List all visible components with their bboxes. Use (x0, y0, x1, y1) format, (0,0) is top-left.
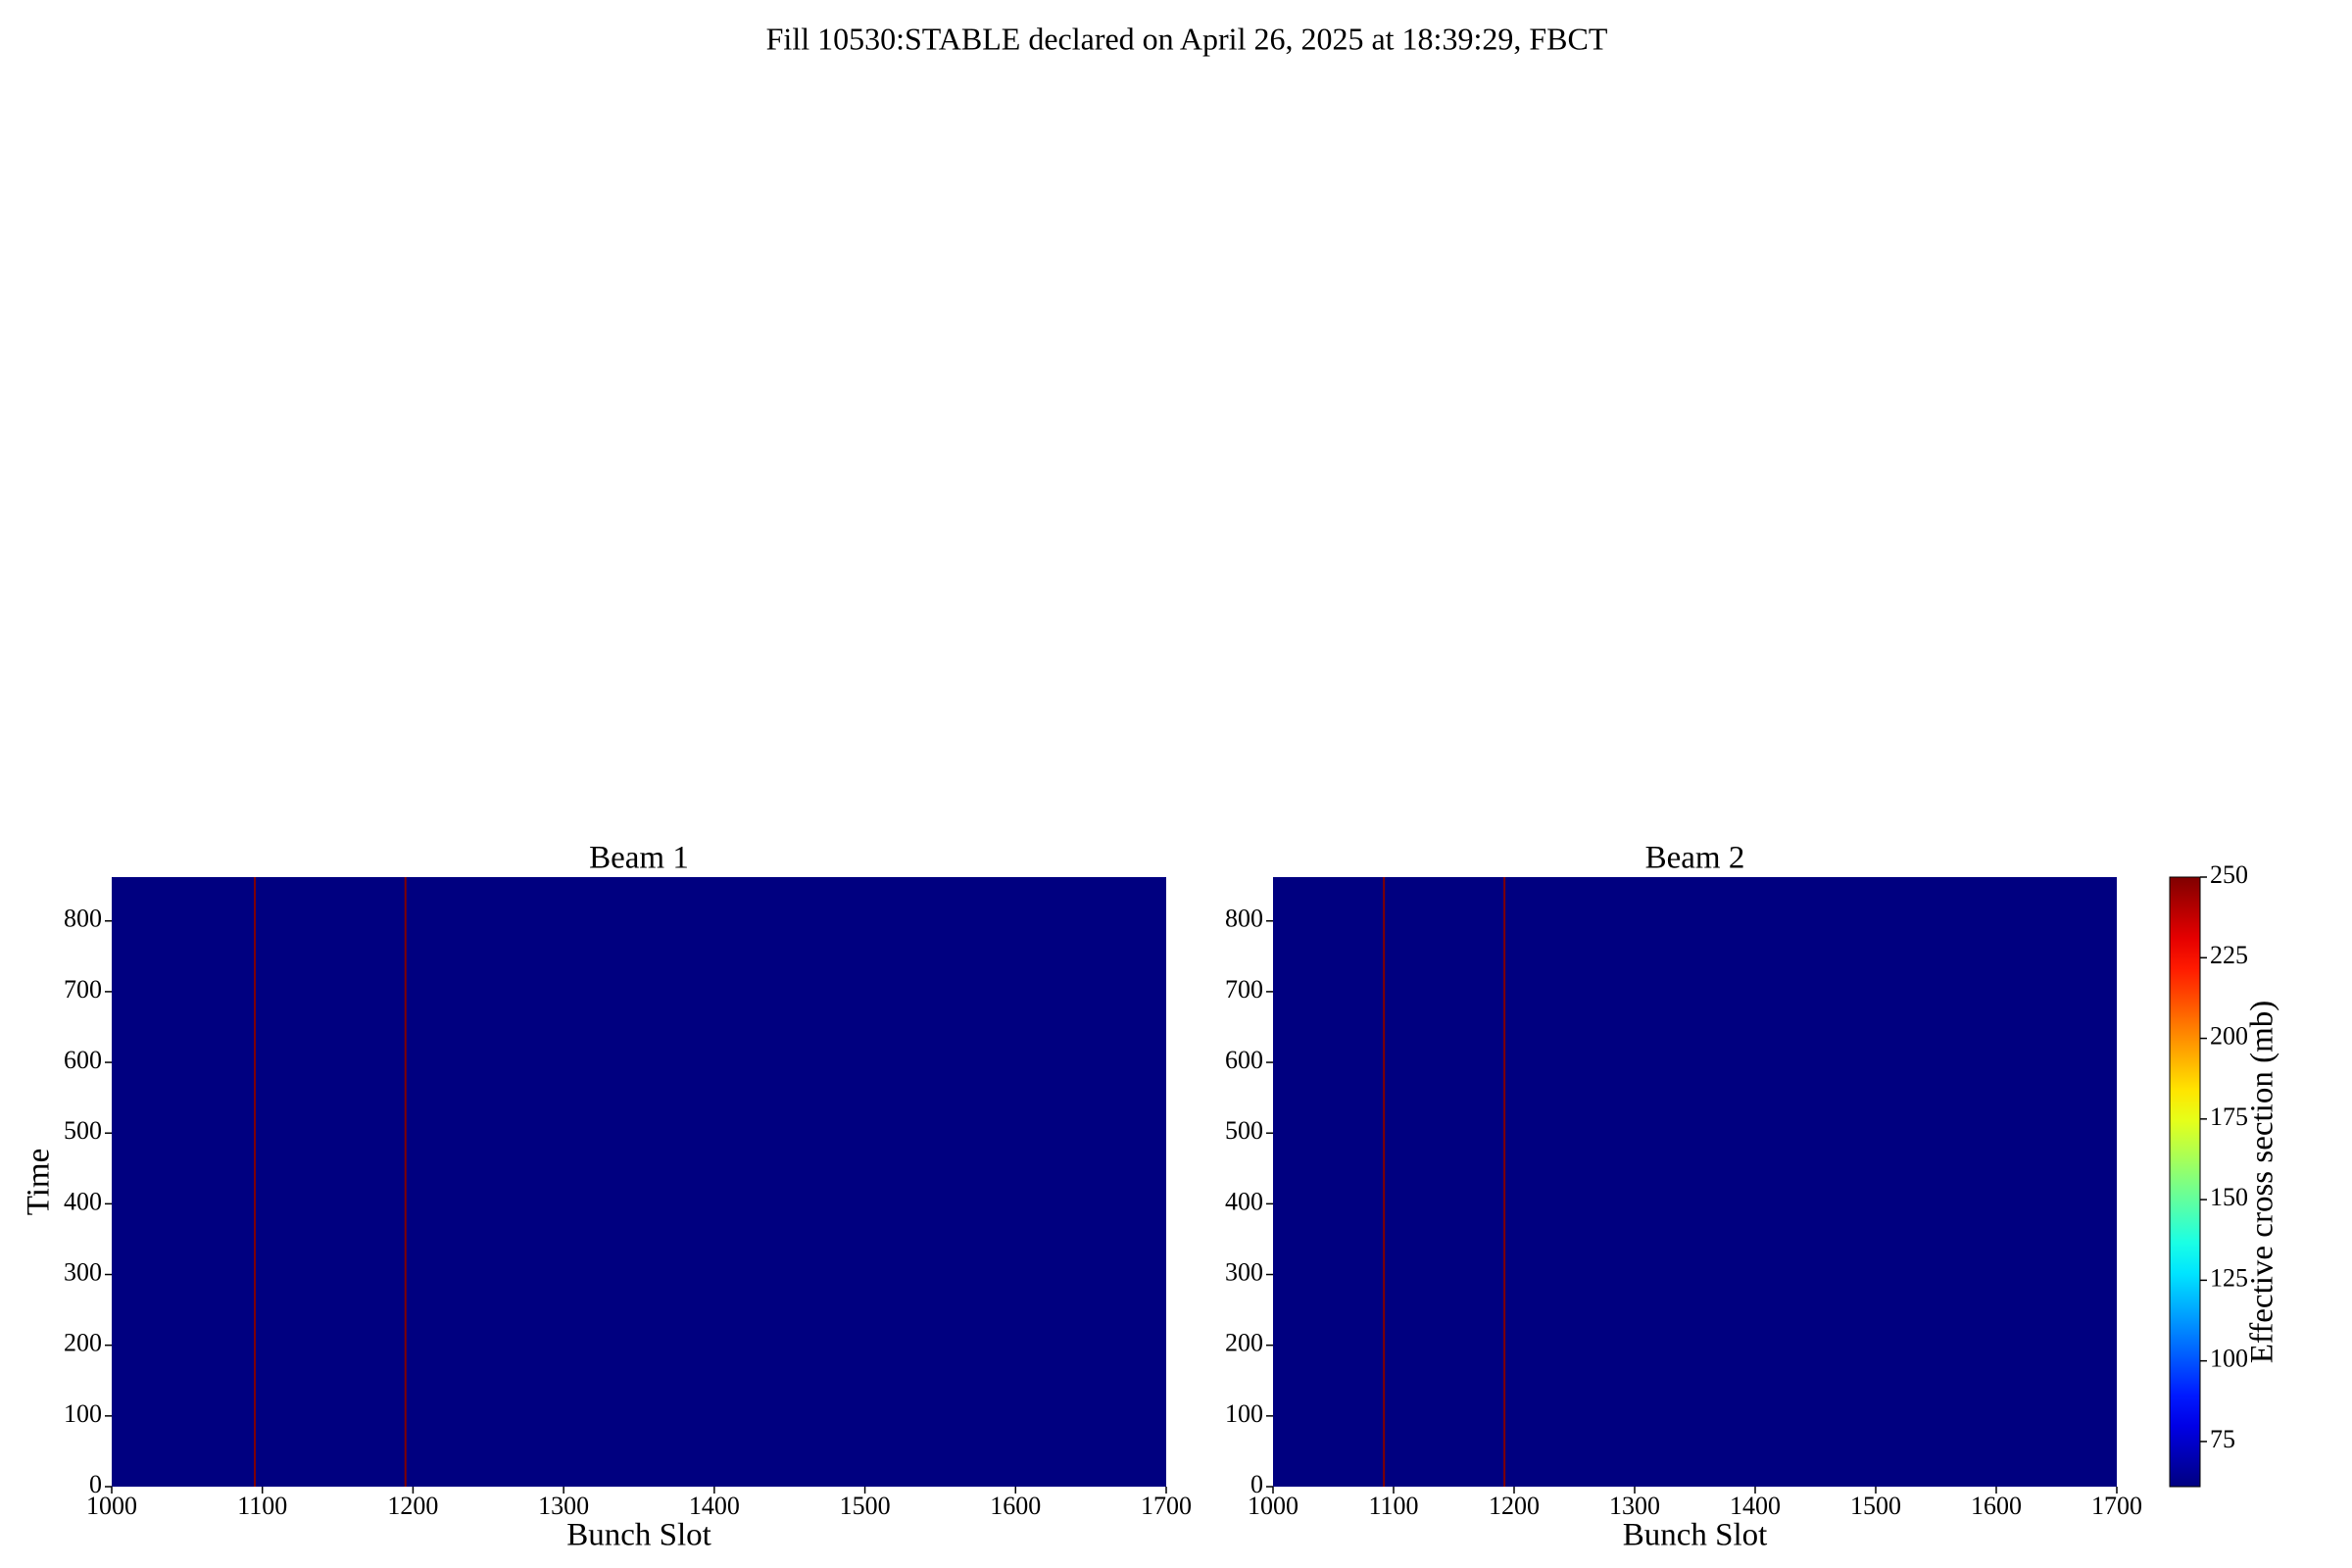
y-tick-label: 600 (1225, 1046, 1263, 1074)
x-tick-label: 1000 (86, 1492, 137, 1520)
colorbar-label: Effective cross section (mb) (2245, 1001, 2280, 1364)
x-axis-label: Bunch Slot (566, 1518, 711, 1553)
x-tick-label: 1500 (840, 1492, 891, 1520)
y-tick-label: 200 (1225, 1329, 1263, 1357)
heatmap-column (404, 877, 407, 1487)
colorbar-tick-label: 175 (2210, 1102, 2248, 1131)
colorbar-tick-label: 150 (2210, 1183, 2248, 1211)
y-tick-label: 600 (64, 1046, 102, 1074)
y-tick-label: 700 (1225, 975, 1263, 1004)
heatmap-background (1273, 877, 2117, 1487)
x-tick-label: 1200 (387, 1492, 438, 1520)
colorbar-tick-label: 225 (2210, 941, 2248, 969)
x-tick-label: 1100 (1368, 1492, 1418, 1520)
y-tick-label: 0 (1250, 1470, 1263, 1498)
y-tick-label: 400 (1225, 1187, 1263, 1215)
x-tick-label: 1000 (1248, 1492, 1298, 1520)
x-tick-label: 1700 (1141, 1492, 1192, 1520)
colorbar-tick-label: 75 (2210, 1425, 2235, 1453)
y-tick-label: 300 (1225, 1257, 1263, 1286)
x-axis-label: Bunch Slot (1623, 1518, 1768, 1553)
heatmap-column (1383, 877, 1386, 1487)
y-tick-label: 400 (64, 1187, 102, 1215)
colorbar-tick-label: 100 (2210, 1345, 2248, 1373)
y-tick-label: 500 (64, 1116, 102, 1145)
x-tick-label: 1400 (1730, 1492, 1781, 1520)
y-tick-label: 500 (1225, 1116, 1263, 1145)
x-tick-label: 1100 (237, 1492, 287, 1520)
x-tick-label: 1600 (990, 1492, 1041, 1520)
x-tick-label: 1700 (2091, 1492, 2142, 1520)
y-axis-label: Time (22, 1149, 57, 1215)
heatmap-column (1503, 877, 1506, 1487)
x-tick-label: 1600 (1971, 1492, 2022, 1520)
y-tick-label: 700 (64, 975, 102, 1004)
figure-title: Fill 10530:STABLE declared on April 26, … (766, 21, 1608, 56)
y-tick-label: 200 (64, 1329, 102, 1357)
y-tick-label: 800 (64, 905, 102, 933)
x-tick-label: 1300 (538, 1492, 589, 1520)
x-tick-label: 1200 (1489, 1492, 1540, 1520)
y-tick-label: 800 (1225, 905, 1263, 933)
colorbar-tick-label: 125 (2210, 1263, 2248, 1292)
panel-title: Beam 1 (589, 841, 689, 876)
y-tick-label: 300 (64, 1257, 102, 1286)
x-tick-label: 1400 (689, 1492, 740, 1520)
y-tick-label: 100 (64, 1399, 102, 1428)
panel-title: Beam 2 (1645, 841, 1745, 876)
heatmap-column (254, 877, 257, 1487)
x-tick-label: 1500 (1850, 1492, 1901, 1520)
x-tick-label: 1300 (1609, 1492, 1660, 1520)
y-tick-label: 0 (89, 1470, 102, 1498)
colorbar-tick-label: 250 (2210, 860, 2248, 889)
heatmap-background (112, 877, 1166, 1487)
colorbar (2169, 876, 2201, 1488)
colorbar-tick-label: 200 (2210, 1022, 2248, 1051)
y-tick-label: 100 (1225, 1399, 1263, 1428)
